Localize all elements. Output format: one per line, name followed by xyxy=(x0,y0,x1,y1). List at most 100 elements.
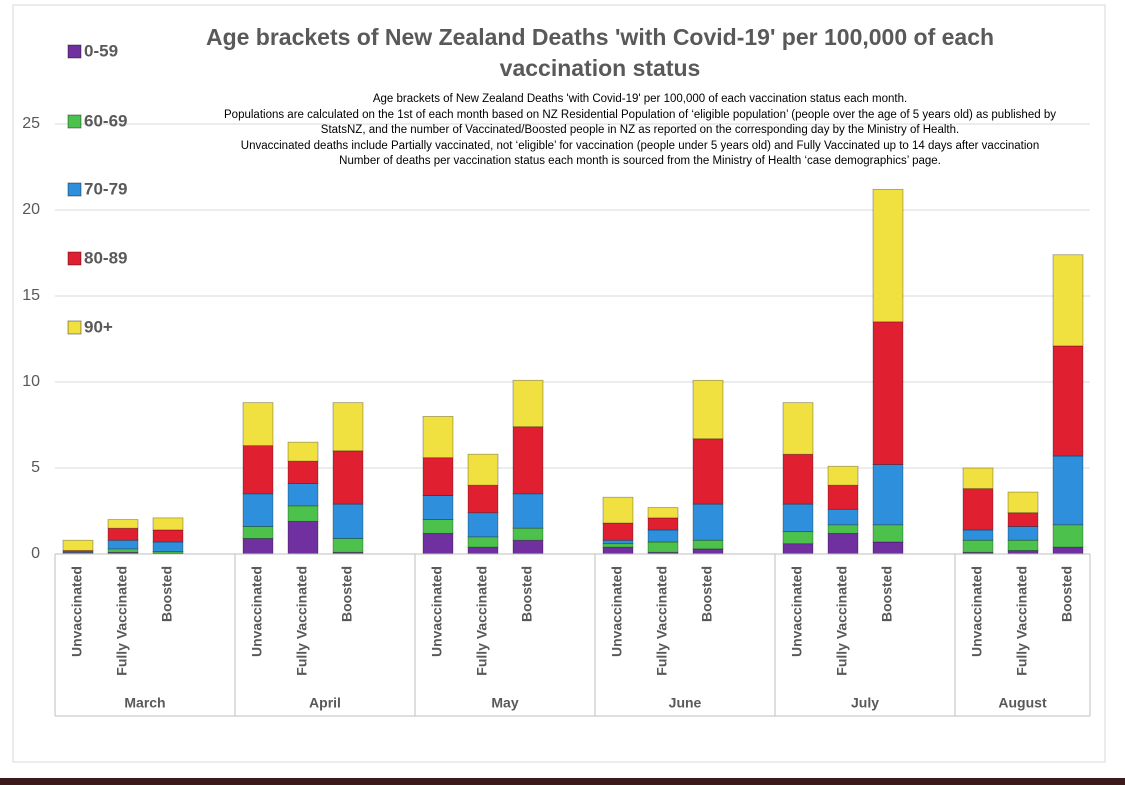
bar-segment xyxy=(107,527,139,541)
bar-segment xyxy=(107,548,139,553)
x-tick-label: Unvaccinated xyxy=(429,566,445,657)
x-tick-label: Fully Vaccinated xyxy=(834,566,850,676)
bar-segment xyxy=(827,508,859,526)
y-tick-label: 20 xyxy=(22,201,40,218)
x-tick-label: Boosted xyxy=(339,566,355,622)
legend-swatch xyxy=(67,44,82,59)
bar-segment xyxy=(1007,512,1039,527)
bar-segment xyxy=(962,529,994,541)
bar-segment xyxy=(962,467,994,490)
x-tick-label: Boosted xyxy=(159,566,175,622)
bar-segment xyxy=(1007,526,1039,541)
bar-segment xyxy=(287,505,319,522)
bar-segment xyxy=(422,519,454,534)
subtitle-line: Populations are calculated on the 1st of… xyxy=(224,108,1056,121)
bar-segment xyxy=(107,539,139,550)
bar-segment xyxy=(242,526,274,539)
bar-segment xyxy=(827,524,859,534)
bar-segment xyxy=(782,453,814,505)
bar-segment xyxy=(287,460,319,484)
bar-segment xyxy=(962,488,994,531)
legend-label: 80-89 xyxy=(84,248,127,267)
group-label: May xyxy=(491,695,518,711)
y-tick-label: 25 xyxy=(22,115,40,132)
subtitle-line: StatsNZ, and the number of Vaccinated/Bo… xyxy=(320,124,960,136)
bar-segment xyxy=(1007,550,1039,555)
bar-segment xyxy=(602,543,634,548)
legend-swatch xyxy=(67,251,82,266)
bar-segment xyxy=(152,517,184,531)
bar-segment xyxy=(647,507,679,519)
bar-segment xyxy=(692,539,724,550)
bar-segment xyxy=(512,527,544,541)
bar-segment xyxy=(602,539,634,545)
chart-subtitle: Age brackets of New Zealand Deaths 'with… xyxy=(170,92,1110,170)
bar-segment xyxy=(1052,455,1084,526)
x-tick-label: Fully Vaccinated xyxy=(1014,566,1030,676)
legend-label: 90+ xyxy=(84,317,113,336)
bar-segment xyxy=(242,445,274,495)
bar-segment xyxy=(422,532,454,555)
bar-segment xyxy=(287,520,319,555)
y-tick-label: 10 xyxy=(22,373,40,390)
bar-segment xyxy=(332,450,364,505)
x-tick-label: Unvaccinated xyxy=(69,566,85,657)
group-label: June xyxy=(669,695,702,711)
chart-frame xyxy=(12,4,1106,763)
bar-segment xyxy=(242,402,274,447)
group-label: March xyxy=(124,695,165,711)
y-tick-label: 5 xyxy=(31,459,40,476)
subtitle-line: Age brackets of New Zealand Deaths 'with… xyxy=(372,93,908,105)
x-tick-label: Fully Vaccinated xyxy=(654,566,670,676)
x-tick-label: Fully Vaccinated xyxy=(114,566,130,676)
x-tick-label: Boosted xyxy=(699,566,715,622)
bar-segment xyxy=(332,402,364,452)
subtitle-line: Number of deaths per vaccination status … xyxy=(339,155,941,167)
bar-segment xyxy=(152,541,184,552)
bar-segment xyxy=(692,438,724,505)
bar-segment xyxy=(602,546,634,555)
bar-segment xyxy=(467,546,499,555)
legend-swatch xyxy=(67,114,82,129)
bar-segment xyxy=(872,541,904,555)
bar-segment xyxy=(602,522,634,541)
bar-segment xyxy=(692,503,724,541)
bar-segment xyxy=(512,493,544,529)
legend-label: 0-59 xyxy=(84,41,118,60)
x-tick-label: Unvaccinated xyxy=(789,566,805,657)
bar-segment xyxy=(827,532,859,555)
group-label: April xyxy=(309,695,341,711)
legend-label: 60-69 xyxy=(84,111,127,130)
bar-segment xyxy=(782,402,814,455)
bar-segment xyxy=(872,188,904,323)
bar-segment xyxy=(1052,546,1084,555)
bar-segment xyxy=(1052,345,1084,457)
bar-segment xyxy=(467,536,499,548)
x-tick-label: Unvaccinated xyxy=(249,566,265,657)
bar-segment xyxy=(1007,491,1039,514)
bar-segment xyxy=(692,379,724,440)
bar-segment xyxy=(512,539,544,555)
y-tick-label: 15 xyxy=(22,287,40,304)
bar-segment xyxy=(422,415,454,459)
bar-segment xyxy=(692,548,724,555)
bar-segment xyxy=(287,441,319,462)
y-tick-label: 0 xyxy=(31,545,40,562)
bar-segment xyxy=(467,484,499,514)
group-label: July xyxy=(851,695,879,711)
bar-segment xyxy=(242,493,274,527)
bar-segment xyxy=(422,495,454,520)
bar-segment xyxy=(332,503,364,539)
x-tick-label: Boosted xyxy=(519,566,535,622)
subtitle-line: Unvaccinated deaths include Partially va… xyxy=(240,139,1040,152)
legend-swatch xyxy=(67,320,82,335)
bottom-strip xyxy=(0,778,1125,785)
bar-segment xyxy=(1007,539,1039,551)
bar-segment xyxy=(602,496,634,524)
bar-segment xyxy=(512,426,544,495)
bar-segment xyxy=(107,519,139,529)
bar-segment xyxy=(512,379,544,428)
x-tick-label: Boosted xyxy=(879,566,895,622)
